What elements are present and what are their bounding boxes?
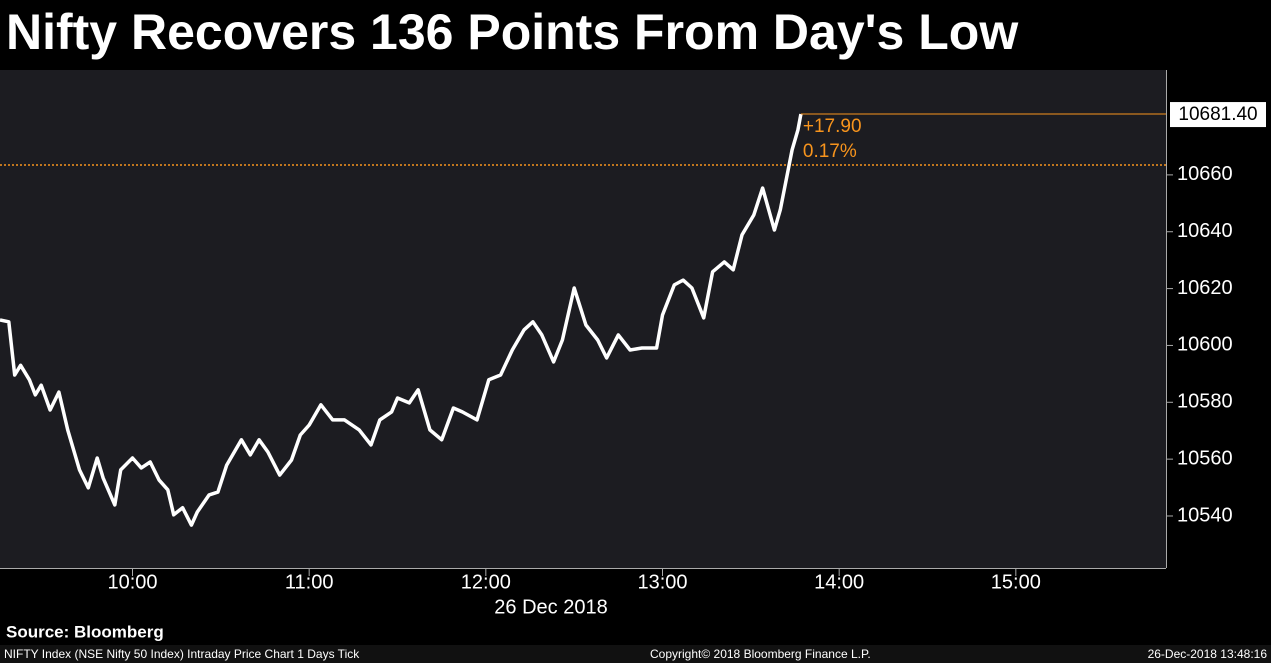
price-line <box>0 113 803 527</box>
y-tick-label: 10540 <box>1177 504 1233 526</box>
y-tick-label: 10560 <box>1177 447 1233 469</box>
y-tick-label: 10580 <box>1177 391 1233 413</box>
change-label: +17.90 <box>803 116 862 137</box>
x-tick-label: 15:00 <box>991 571 1041 593</box>
chart-title: Nifty Recovers 136 Points From Day's Low <box>6 4 1018 60</box>
y-tick-label: 10640 <box>1177 220 1233 242</box>
footer-left: NIFTY Index (NSE Nifty 50 Index) Intrada… <box>4 647 360 661</box>
x-tick-label: 13:00 <box>637 571 687 593</box>
x-tick-label: 10:00 <box>107 571 157 593</box>
source: Source: Bloomberg <box>6 622 164 641</box>
last-price-label: 10681.40 <box>1178 104 1257 125</box>
date-label: 26 Dec 2018 <box>494 596 607 618</box>
footer-center: Copyright© 2018 Bloomberg Finance L.P. <box>650 647 871 661</box>
y-tick-label: 10620 <box>1177 277 1233 299</box>
y-tick-label: 10600 <box>1177 334 1233 356</box>
footer-bar <box>0 645 1271 663</box>
footer-right: 26-Dec-2018 13:48:16 <box>1148 647 1268 661</box>
y-tick-label: 10660 <box>1177 163 1233 185</box>
x-tick-label: 14:00 <box>814 571 864 593</box>
x-tick-label: 12:00 <box>461 571 511 593</box>
change-pct-label: 0.17% <box>803 141 857 162</box>
last-price-box <box>1170 102 1266 128</box>
x-tick-label: 11:00 <box>285 571 334 593</box>
